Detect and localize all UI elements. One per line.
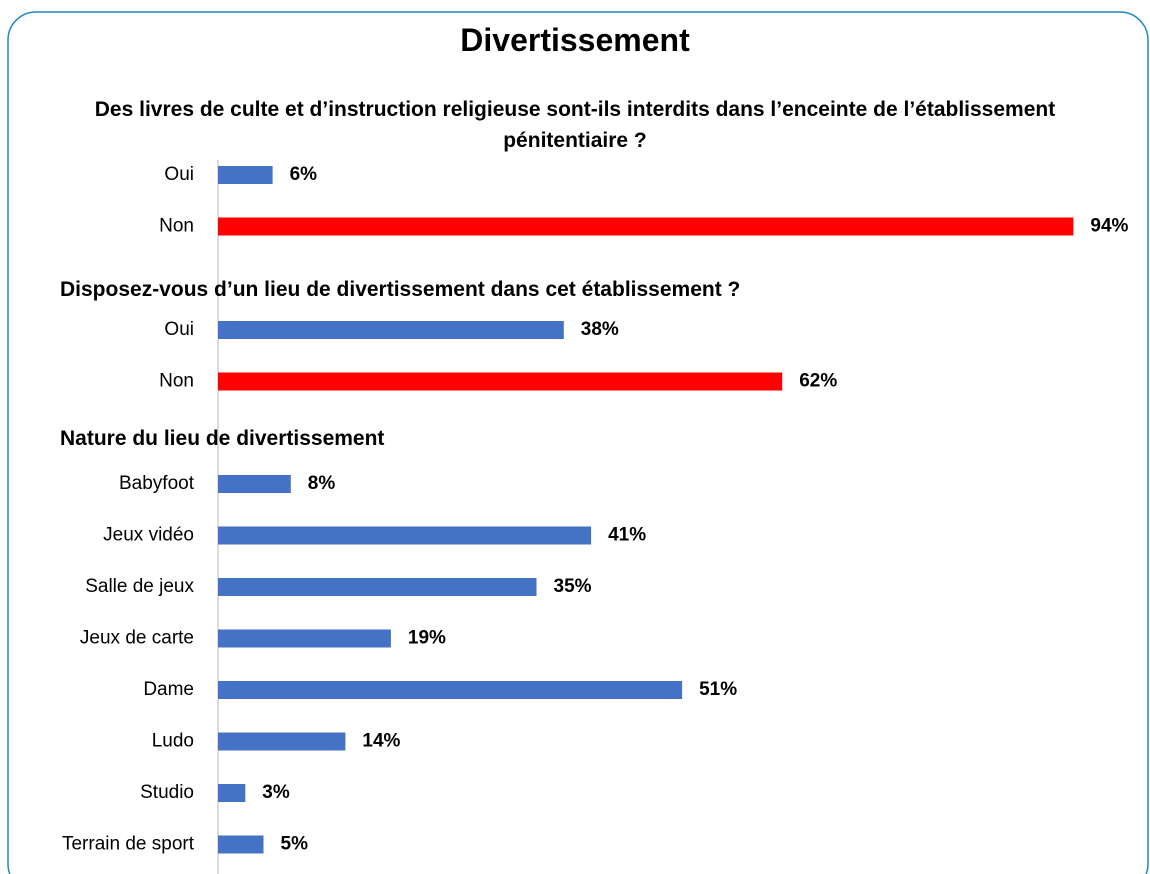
category-label: Terrain de sport [62, 834, 195, 855]
page-title: Divertissement [460, 22, 690, 58]
bar [218, 475, 291, 493]
category-label: Oui [164, 164, 194, 185]
value-label: 51% [699, 679, 737, 700]
bar [218, 681, 683, 699]
value-label: 6% [290, 164, 318, 185]
value-label: 35% [554, 576, 592, 597]
category-label: Jeux vidéo [103, 525, 194, 546]
bar [218, 732, 346, 751]
chart-title: Des livres de culte et d’instruction rel… [94, 98, 1056, 152]
bar [218, 217, 1074, 236]
bar [218, 578, 537, 596]
bar [218, 321, 564, 339]
value-label: 62% [799, 371, 837, 392]
bar [218, 166, 273, 184]
bar [218, 784, 246, 802]
category-label: Salle de jeux [85, 576, 194, 597]
value-label: 14% [362, 731, 400, 752]
category-label: Ludo [152, 731, 194, 752]
category-label: Studio [140, 782, 194, 803]
chart-title: Nature du lieu de divertissement [60, 427, 385, 450]
category-label: Oui [164, 319, 194, 340]
value-label: 19% [408, 628, 446, 649]
bar [218, 526, 592, 545]
frame [7, 11, 1149, 874]
category-label: Babyfoot [119, 473, 195, 494]
category-label: Jeux de carte [80, 628, 194, 649]
value-label: 8% [308, 473, 336, 494]
value-label: 38% [581, 319, 619, 340]
bar [218, 835, 264, 854]
bar [218, 629, 391, 648]
value-label: 41% [608, 525, 646, 546]
chart-title: Disposez-vous d’un lieu de divertissemen… [60, 278, 741, 301]
value-label: 5% [281, 834, 309, 855]
bar [218, 372, 783, 391]
category-label: Non [159, 216, 194, 237]
value-label: 3% [262, 782, 290, 803]
category-label: Non [159, 371, 194, 392]
category-label: Dame [143, 679, 194, 700]
value-label: 94% [1090, 216, 1128, 237]
